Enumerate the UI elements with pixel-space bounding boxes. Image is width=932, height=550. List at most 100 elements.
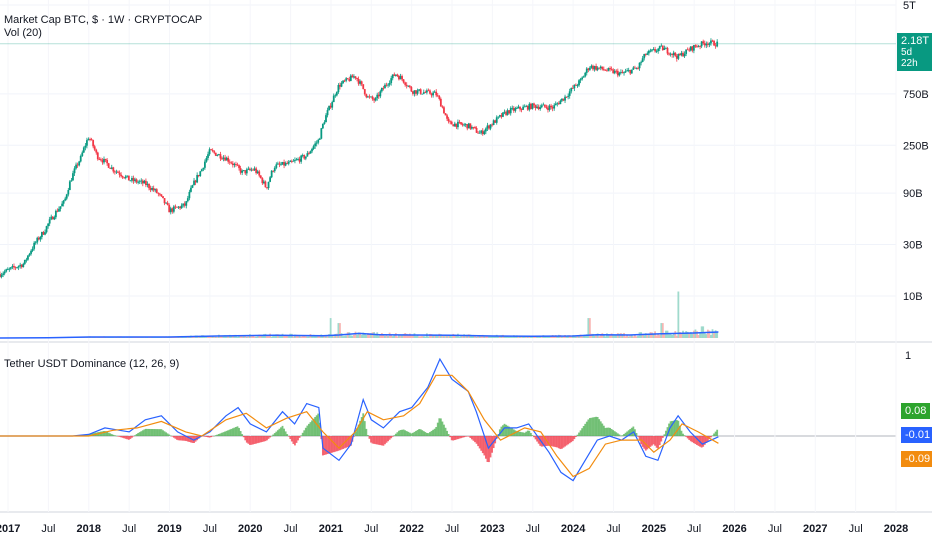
histogram-bar <box>303 430 306 436</box>
candle <box>25 259 28 261</box>
candle <box>171 208 174 212</box>
histogram-bar <box>377 436 380 445</box>
histogram-bar <box>109 433 112 436</box>
candle <box>452 124 455 127</box>
candle <box>393 74 396 76</box>
volume-bar <box>635 336 638 338</box>
candle <box>449 121 452 123</box>
volume-bar <box>331 334 334 338</box>
volume-bar <box>449 335 452 338</box>
volume-bar <box>578 335 580 338</box>
candle <box>273 167 276 172</box>
histogram-bar <box>407 431 410 436</box>
candle <box>679 54 681 56</box>
volume-bar <box>278 334 281 338</box>
candle <box>239 168 242 173</box>
histogram-bar <box>683 435 686 436</box>
candle <box>658 46 661 49</box>
volume-bar <box>674 331 677 338</box>
candle <box>314 143 317 147</box>
volume-bar <box>208 335 211 338</box>
candle <box>81 152 84 157</box>
candle <box>308 153 310 155</box>
volume-bar <box>377 335 380 338</box>
volume-bar <box>599 334 602 338</box>
candle <box>427 90 430 92</box>
histogram-bar <box>401 429 403 436</box>
candle <box>135 179 138 183</box>
histogram-bar <box>613 431 616 436</box>
histogram-bar <box>637 436 639 437</box>
candle <box>34 242 37 244</box>
histogram-bar <box>155 429 158 436</box>
candle <box>267 181 270 189</box>
candle <box>565 96 568 98</box>
candle <box>54 210 57 218</box>
volume-bar <box>621 333 624 338</box>
histogram-bar <box>626 431 629 436</box>
candle <box>249 168 251 170</box>
volume-bar <box>276 334 279 338</box>
candle <box>683 53 686 57</box>
x-tick-label: 2018 <box>77 523 101 535</box>
candle <box>604 69 607 71</box>
histogram-bar <box>455 436 458 440</box>
candle <box>58 208 60 212</box>
histogram-bar <box>368 436 371 439</box>
candle <box>587 68 590 70</box>
histogram-bar <box>607 427 610 436</box>
histogram-bar <box>571 436 574 442</box>
histogram-bar <box>345 436 348 448</box>
candle <box>236 164 239 166</box>
histogram-bar <box>421 430 424 436</box>
histogram-bar <box>550 436 552 447</box>
candle <box>550 105 552 108</box>
candle <box>230 162 233 164</box>
volume-bar <box>259 334 262 338</box>
candle <box>508 110 511 114</box>
candle <box>373 99 376 101</box>
candle <box>217 154 220 156</box>
candle <box>315 142 318 144</box>
histogram-bar <box>430 430 433 436</box>
candle <box>567 95 570 97</box>
candle <box>78 161 81 166</box>
volume-bar <box>393 334 396 338</box>
grid <box>0 4 932 513</box>
histogram-bar <box>481 436 484 454</box>
histogram-bar <box>427 433 430 436</box>
histogram-bar <box>382 436 385 446</box>
candle <box>469 123 472 129</box>
candle <box>606 70 608 72</box>
histogram-bar <box>419 429 422 436</box>
histogram-bar <box>480 436 483 451</box>
histogram-bar <box>297 436 299 441</box>
histogram-bar <box>519 431 521 436</box>
histogram-bar <box>216 434 219 436</box>
candle <box>380 87 383 92</box>
price-badge-countdown: 5d 22h <box>901 47 918 69</box>
volume-bar <box>415 335 417 338</box>
candle <box>436 95 439 97</box>
volume-bar <box>593 335 596 338</box>
price-badge: 2.18T 5d 22h <box>897 33 932 71</box>
volume-bar <box>444 334 447 338</box>
candle <box>283 162 285 166</box>
candle <box>309 151 312 154</box>
candle <box>702 41 705 44</box>
candle <box>199 171 202 176</box>
candle <box>697 46 700 47</box>
candle <box>100 159 102 161</box>
histogram-bar <box>570 436 573 443</box>
volume-bar <box>615 334 618 338</box>
histogram-bar <box>329 436 332 454</box>
candle <box>460 122 462 125</box>
histogram-bar <box>222 432 225 436</box>
candle <box>652 49 655 50</box>
volume-bar <box>668 334 670 338</box>
candle <box>505 111 507 115</box>
x-tick-label: 2028 <box>884 523 908 535</box>
candle <box>533 103 535 106</box>
histogram-bar <box>281 425 284 436</box>
